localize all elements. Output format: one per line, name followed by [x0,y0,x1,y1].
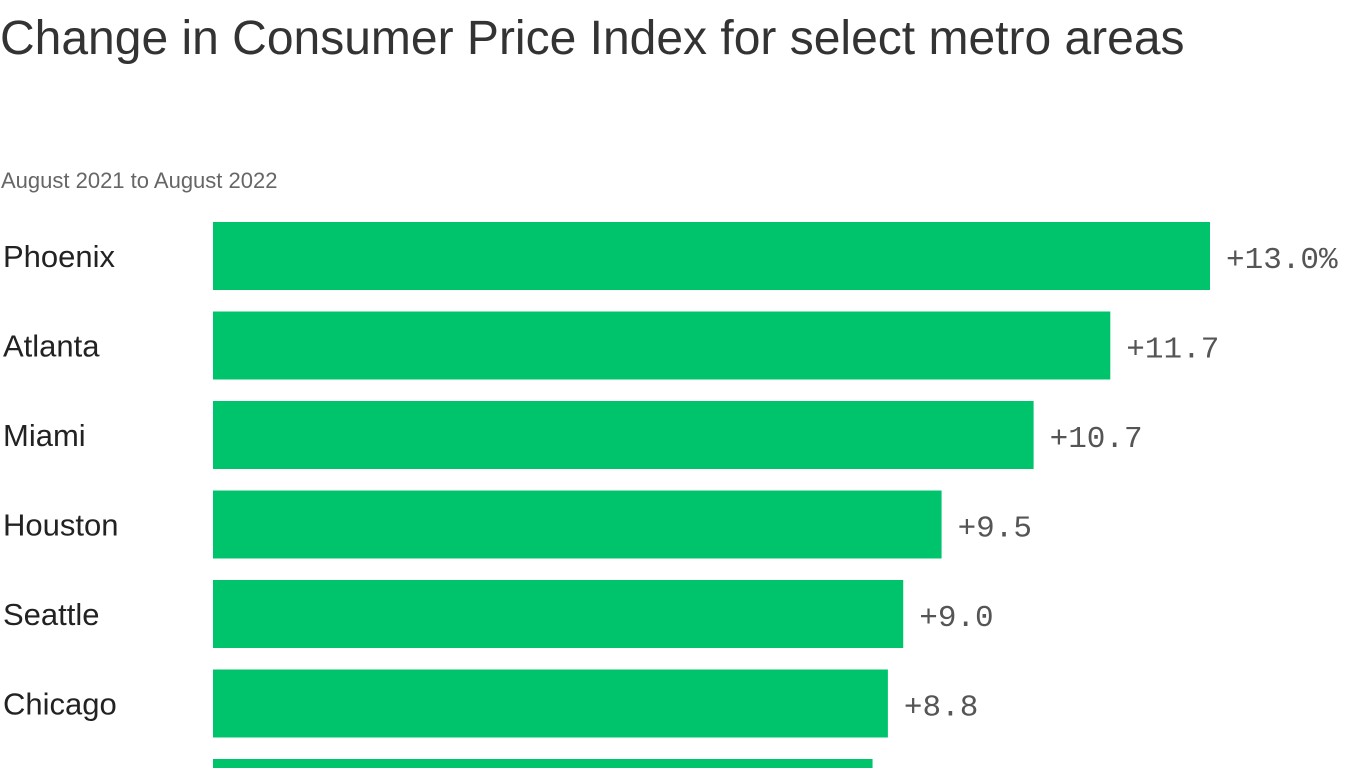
data-label: +9.0 [919,601,993,636]
bar [213,401,1034,469]
bar [213,669,888,738]
data-label: +8.8 [904,691,978,726]
bar [213,580,904,648]
bar [213,222,1210,290]
data-label: +10.7 [1050,422,1143,457]
bar [213,490,942,559]
category-label: Houston [3,508,118,543]
bar [213,311,1111,380]
category-label: Phoenix [3,239,116,274]
data-label: +13.0% [1226,243,1338,278]
category-label: Atlanta [3,329,100,364]
bar [213,759,873,768]
category-label: Chicago [3,687,117,722]
data-label: +9.5 [958,512,1032,547]
chart-title: Change in Consumer Price Index for selec… [0,12,1185,65]
chart-subtitle: August 2021 to August 2022 [1,168,278,193]
data-label: +11.7 [1126,333,1219,368]
category-label: Miami [3,418,86,453]
category-label: Seattle [3,597,100,632]
